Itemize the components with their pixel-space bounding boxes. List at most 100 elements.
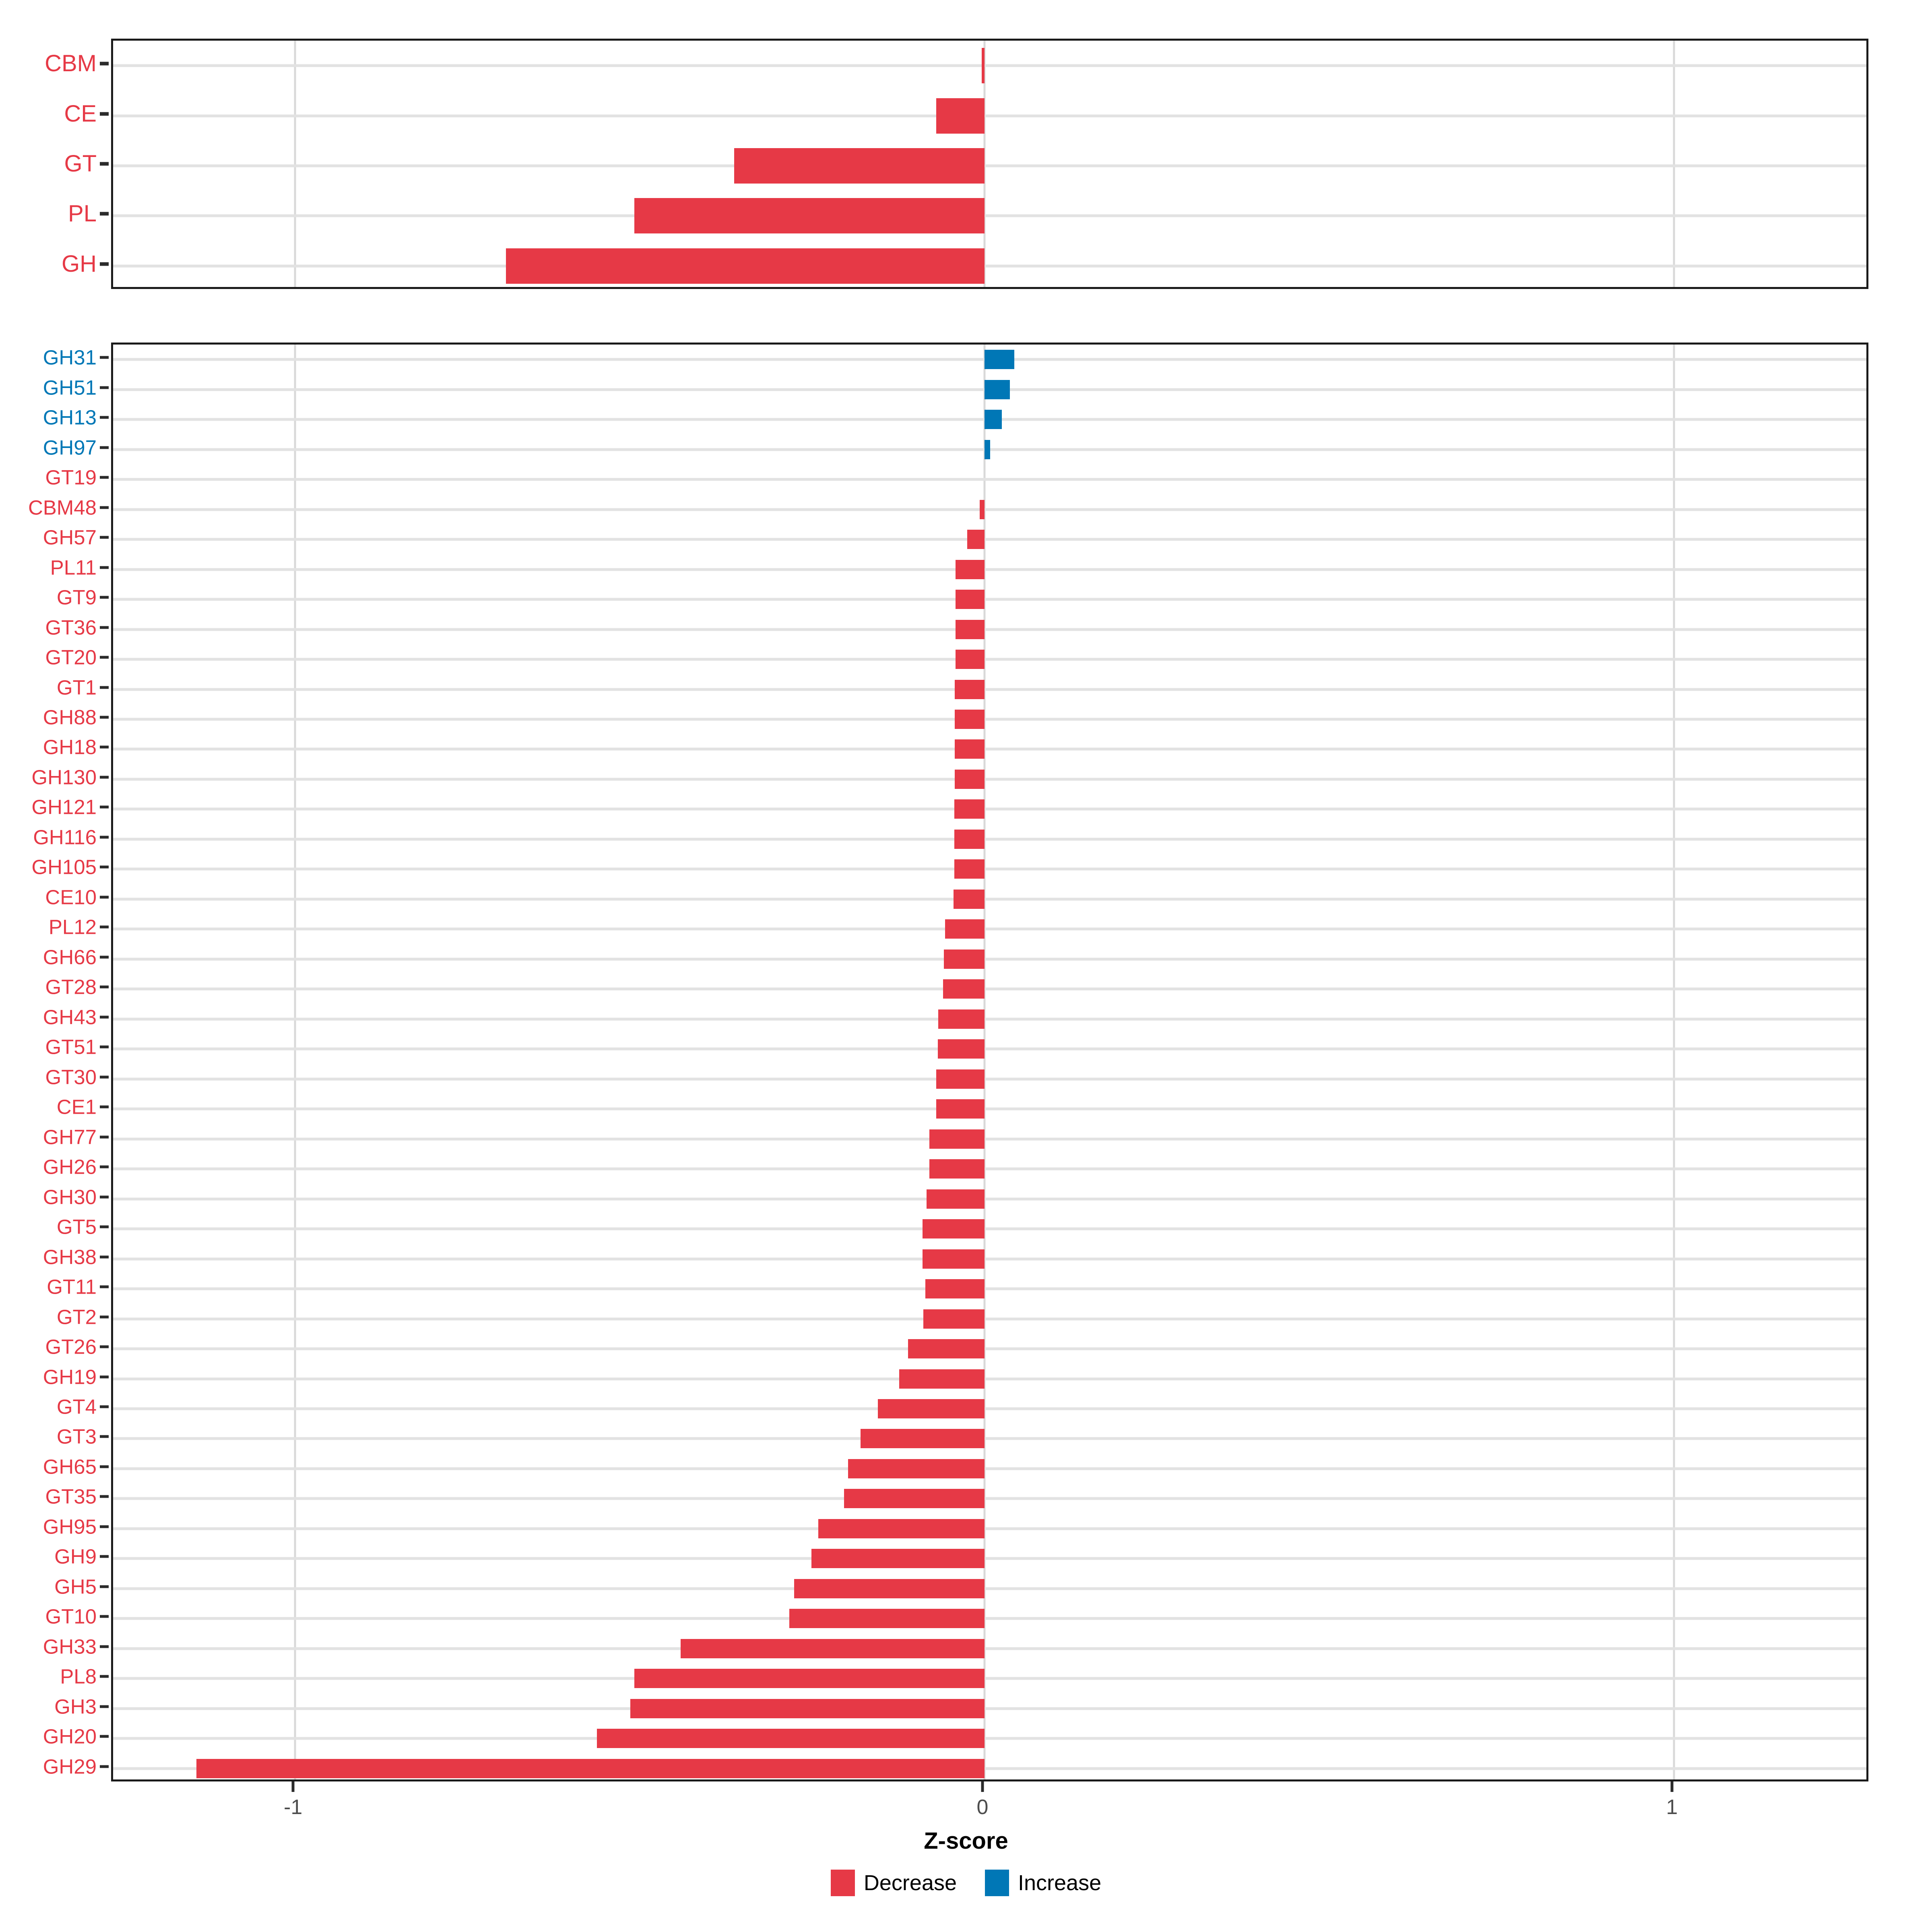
panel-subfamilies [111, 343, 1868, 1781]
bar[interactable] [956, 619, 985, 639]
y-tick-label-gh13: GH13 [43, 406, 97, 429]
bar[interactable] [956, 590, 985, 609]
y-tick-mark [100, 1645, 109, 1648]
y-tick-label-gh38: GH38 [43, 1245, 97, 1269]
bar[interactable] [943, 979, 985, 999]
y-gridline [113, 747, 1866, 751]
bar[interactable] [985, 410, 1002, 429]
bar[interactable] [982, 48, 985, 84]
bar[interactable] [789, 1609, 985, 1629]
y-gridline [113, 508, 1866, 511]
bar[interactable] [936, 1069, 985, 1089]
bar[interactable] [597, 1729, 985, 1748]
legend-label-decrease: Decrease [863, 1871, 957, 1895]
y-gridline [113, 1707, 1866, 1710]
y-tick-mark [100, 446, 109, 449]
y-tick-label-gh88: GH88 [43, 706, 97, 729]
plot-area-subfamilies [113, 345, 1866, 1779]
bar[interactable] [848, 1459, 985, 1478]
bar[interactable] [899, 1369, 985, 1389]
y-tick-mark [100, 1315, 109, 1319]
bar[interactable] [634, 198, 985, 234]
y-tick-mark [100, 1165, 109, 1168]
bar[interactable] [922, 1249, 985, 1269]
y-tick-mark [100, 1405, 109, 1408]
bar[interactable] [818, 1519, 985, 1538]
y-tick-label-gt26: GT26 [45, 1335, 97, 1358]
y-gridline [113, 1407, 1866, 1410]
y-tick-label-gh121: GH121 [31, 795, 97, 819]
x-tick-mark [981, 1781, 984, 1792]
bar[interactable] [937, 1039, 985, 1059]
bar[interactable] [925, 1279, 985, 1299]
y-tick-label-gh20: GH20 [43, 1725, 97, 1748]
bar[interactable] [927, 1189, 985, 1209]
bar[interactable] [985, 440, 990, 459]
bar[interactable] [922, 1219, 985, 1239]
bar[interactable] [929, 1129, 985, 1149]
y-gridline [113, 898, 1866, 901]
bar[interactable] [945, 919, 985, 939]
bar[interactable] [844, 1489, 985, 1509]
y-tick-mark [100, 1765, 109, 1768]
bar[interactable] [985, 350, 1014, 369]
x-gridline [1673, 345, 1675, 1779]
bar[interactable] [955, 769, 985, 789]
bar[interactable] [506, 248, 985, 284]
bar[interactable] [980, 500, 985, 519]
bar[interactable] [955, 709, 985, 729]
bar[interactable] [811, 1549, 985, 1569]
y-tick-mark [100, 262, 109, 266]
y-tick-mark [100, 596, 109, 599]
y-tick-label-gh30: GH30 [43, 1185, 97, 1209]
bar[interactable] [943, 949, 985, 969]
y-tick-label-gh95: GH95 [43, 1515, 97, 1538]
bar[interactable] [936, 1099, 985, 1119]
bar[interactable] [956, 650, 985, 669]
bar[interactable] [877, 1399, 985, 1418]
y-gridline [113, 64, 1866, 67]
bar[interactable] [985, 380, 1010, 399]
y-tick-mark [100, 212, 109, 216]
bar[interactable] [955, 739, 985, 759]
bar[interactable] [954, 799, 985, 819]
y-gridline [113, 1497, 1866, 1500]
bar[interactable] [936, 98, 985, 134]
bar[interactable] [967, 530, 985, 549]
bar[interactable] [953, 889, 985, 909]
bar[interactable] [630, 1699, 985, 1718]
bar[interactable] [923, 1309, 985, 1329]
bar[interactable] [955, 679, 985, 699]
y-gridline [113, 214, 1866, 217]
y-tick-label-gh66: GH66 [43, 945, 97, 969]
bar[interactable] [908, 1339, 985, 1359]
y-gridline [113, 1347, 1866, 1350]
y-tick-mark [100, 956, 109, 959]
bar[interactable] [634, 1669, 985, 1688]
bar[interactable] [794, 1579, 985, 1598]
y-tick-label-gt9: GT9 [56, 586, 97, 609]
legend-item-increase[interactable]: Increase [985, 1870, 1101, 1896]
y-tick-mark [100, 985, 109, 989]
legend-swatch-decrease [830, 1870, 855, 1896]
bar[interactable] [954, 859, 985, 879]
y-tick-mark [100, 1195, 109, 1199]
x-tick-mark [1670, 1781, 1674, 1792]
bar[interactable] [956, 559, 985, 579]
bar[interactable] [938, 1009, 985, 1029]
legend-item-decrease[interactable]: Decrease [830, 1870, 957, 1896]
bar[interactable] [954, 829, 985, 849]
y-tick-mark [100, 1555, 109, 1558]
bar[interactable] [680, 1639, 985, 1658]
bar[interactable] [860, 1429, 985, 1449]
y-tick-mark [100, 745, 109, 749]
y-gridline [113, 958, 1866, 961]
y-tick-mark [100, 1525, 109, 1528]
bar[interactable] [734, 148, 985, 184]
y-tick-mark [100, 162, 109, 166]
y-tick-mark [100, 1705, 109, 1708]
y-gridline [113, 1557, 1866, 1560]
bar[interactable] [929, 1159, 985, 1179]
y-gridline [113, 1257, 1866, 1261]
bar[interactable] [196, 1759, 985, 1778]
